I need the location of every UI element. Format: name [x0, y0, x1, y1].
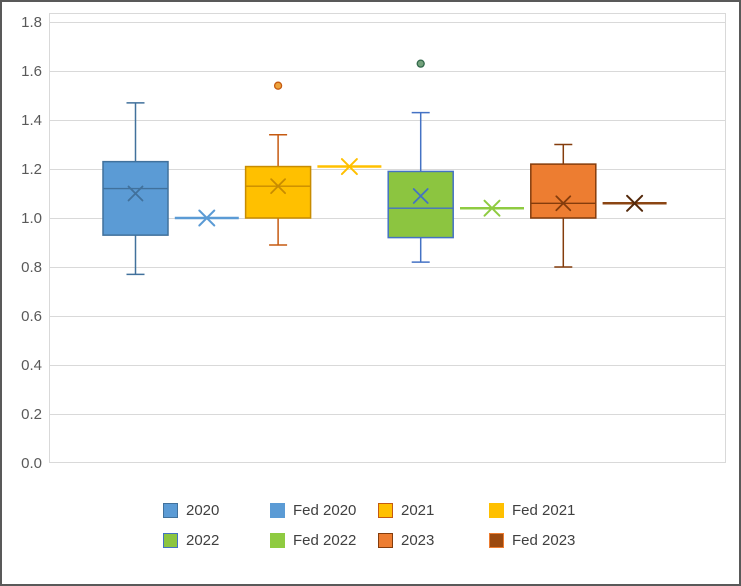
series-2021[interactable] — [244, 81, 312, 246]
legend-swatch — [163, 533, 178, 548]
y-tick-label: 0.0 — [21, 454, 42, 472]
legend-item-fed-2022[interactable]: Fed 2022 — [270, 532, 378, 549]
legend-label: 2023 — [401, 532, 435, 549]
mean-marker — [270, 178, 286, 195]
series-fed-2022[interactable] — [460, 199, 524, 217]
mean-marker — [198, 209, 216, 227]
y-tick-label: 1.4 — [21, 111, 42, 129]
legend-item-2020[interactable]: 2020 — [163, 502, 270, 519]
legend-swatch — [270, 503, 285, 518]
legend-item-fed-2020[interactable]: Fed 2020 — [270, 502, 378, 519]
box — [530, 163, 597, 219]
series-2022[interactable] — [387, 59, 454, 263]
legend-label: Fed 2021 — [512, 502, 576, 519]
y-tick-label: 1.2 — [21, 160, 42, 178]
box — [244, 165, 312, 219]
y-tick-label: 0.2 — [21, 405, 42, 423]
legend-item-fed-2023[interactable]: Fed 2023 — [489, 532, 575, 549]
mean-marker — [340, 158, 358, 176]
series-fed-2021[interactable] — [317, 158, 382, 176]
legend-swatch — [489, 503, 504, 518]
legend-swatch — [378, 533, 393, 548]
legend-label: 2020 — [186, 502, 220, 519]
legend-label: Fed 2020 — [293, 502, 357, 519]
legend-swatch — [163, 503, 178, 518]
y-tick-label: 1.0 — [21, 209, 42, 227]
legend-swatch — [489, 533, 504, 548]
legend-label: Fed 2023 — [512, 532, 576, 549]
mean-marker — [626, 194, 644, 212]
y-tick-label: 1.8 — [21, 13, 42, 31]
legend-label: 2021 — [401, 502, 435, 519]
legend-item-2021[interactable]: 2021 — [378, 502, 489, 519]
legend-swatch — [270, 533, 285, 548]
y-tick-label: 0.6 — [21, 307, 42, 325]
y-tick-label: 1.6 — [21, 62, 42, 80]
legend-item-fed-2021[interactable]: Fed 2021 — [489, 502, 575, 519]
series-2020[interactable] — [102, 102, 169, 276]
outlier-point — [273, 81, 283, 90]
legend-row: 2020 Fed 2020 2021 Fed 2021 — [163, 501, 575, 520]
mean-marker — [483, 199, 501, 217]
legend-label: 2022 — [186, 532, 220, 549]
legend-swatch — [378, 503, 393, 518]
legend-item-2023[interactable]: 2023 — [378, 532, 489, 549]
legend-row: 2022 Fed 2022 2023 Fed 2023 — [163, 531, 575, 550]
box — [102, 160, 169, 236]
y-tick-label: 0.4 — [21, 356, 42, 374]
mean-marker — [555, 195, 572, 212]
mean-marker — [127, 185, 144, 202]
legend-item-2022[interactable]: 2022 — [163, 532, 270, 549]
plot-border — [49, 13, 726, 463]
legend: 2020 Fed 2020 2021 Fed 2021 2022 Fed 2022 2023… — [163, 501, 575, 550]
series-fed-2023[interactable] — [602, 194, 667, 212]
mean-marker — [412, 188, 429, 204]
series-2023[interactable] — [530, 143, 597, 268]
legend-label: Fed 2022 — [293, 532, 357, 549]
y-tick-label: 0.8 — [21, 258, 42, 276]
outlier-point — [416, 59, 425, 68]
plot-area — [49, 13, 726, 463]
series-fed-2020[interactable] — [174, 209, 239, 227]
box — [387, 170, 454, 239]
